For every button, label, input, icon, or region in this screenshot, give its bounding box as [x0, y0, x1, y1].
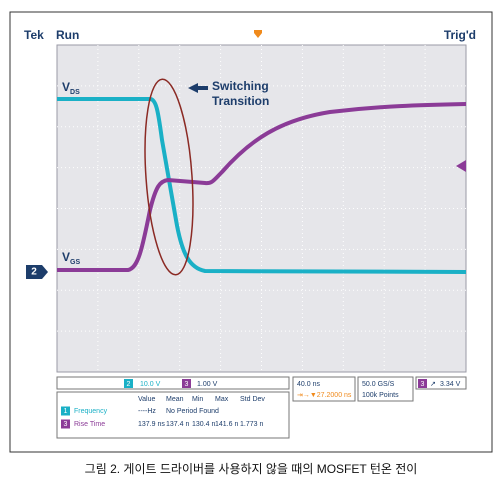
- header-tek: Tek: [24, 28, 44, 42]
- measure-name: Rise Time: [74, 421, 105, 428]
- measure-cell: 130.4 n: [192, 421, 215, 428]
- ch-num: 3: [64, 421, 68, 428]
- timebase-box: [292, 376, 356, 402]
- vgs-label: VGS: [62, 250, 80, 266]
- ch-badge: [61, 406, 70, 416]
- ch3-level-marker: [456, 160, 466, 172]
- vds-waveform: [57, 97, 467, 274]
- trigger-box: [415, 376, 467, 390]
- column-header: Value: [138, 396, 155, 403]
- column-header: Max: [215, 396, 229, 403]
- grid: [57, 45, 466, 372]
- measure-cell: No Period Found: [166, 408, 219, 415]
- measure-rows: Value Mean Min Max Std Dev 1 Frequency ----Hz No…: [61, 396, 265, 429]
- vgs-waveform: [57, 102, 467, 272]
- header-run: Run: [56, 28, 79, 42]
- measure-name: Frequency: [74, 408, 108, 415]
- rate-box: [357, 376, 414, 402]
- label-sub: DS: [70, 89, 80, 96]
- sample-rate: 50.0 GS/S: [362, 381, 395, 388]
- trigger-slope: ↗: [430, 381, 436, 388]
- record-length: 100k Points: [362, 392, 399, 399]
- measure-cell: 137.9 ns: [138, 421, 165, 428]
- ch-num: 2: [127, 381, 131, 388]
- caption: 그림 2. 게이트 드라이버를 사용하지 않을 때의 MOSFET 턴온 전이: [85, 462, 418, 476]
- ch-badge: [418, 379, 427, 388]
- annotation-line: Transition: [212, 94, 269, 108]
- label-sub: GS: [70, 259, 80, 266]
- label-main: V: [62, 250, 70, 264]
- measure-table: [56, 391, 290, 439]
- column-header: Min: [192, 396, 203, 403]
- ch-num: 3: [421, 381, 425, 388]
- measure-cell: 1.773 n: [240, 421, 263, 428]
- trigger-marker: [254, 30, 262, 38]
- ch-badge: [61, 419, 70, 429]
- ch-num: 1: [64, 408, 68, 415]
- header-trig: Trig'd: [444, 28, 476, 42]
- timebase: 40.0 ns: [297, 381, 320, 388]
- annotation-arrow: [188, 83, 208, 93]
- ground-marker: [26, 265, 48, 279]
- column-header: Std Dev: [240, 396, 265, 403]
- column-header: Mean: [166, 396, 184, 403]
- measure-cell: 137.4 n: [166, 421, 189, 428]
- ch-scale: 10.0 V: [140, 381, 161, 388]
- vds-label: VDS: [62, 80, 80, 96]
- delay: ⇥→▼27.2000 ns: [297, 392, 352, 399]
- ch-num: 3: [185, 381, 189, 388]
- annotation-line: Switching: [212, 79, 269, 93]
- trigger-level: 3.34 V: [440, 381, 461, 388]
- transition-ellipse: [144, 78, 194, 276]
- measure-cell: 141.6 n: [215, 421, 238, 428]
- ch-badge: [124, 379, 133, 388]
- ch-scale: 1.00 V: [197, 381, 218, 388]
- measure-cell: ----Hz: [138, 408, 156, 415]
- ch-badge: [182, 379, 191, 388]
- channel-box: [56, 376, 290, 390]
- ground-marker-label: 2: [31, 267, 37, 278]
- label-main: V: [62, 80, 70, 94]
